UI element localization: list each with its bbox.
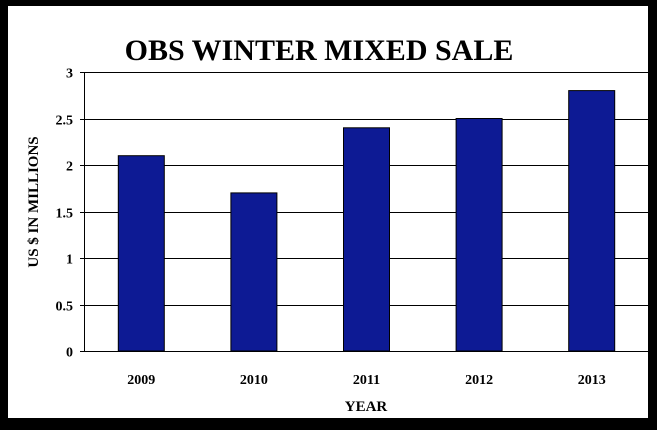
y-tick-label: 0 — [66, 346, 73, 361]
y-tick-label: 2.5 — [56, 114, 74, 129]
x-axis-title: YEAR — [345, 399, 388, 415]
x-tick-label: 2009 — [127, 373, 155, 388]
y-tick-labels: 0 0.5 1 1.5 2 2.5 3 — [56, 67, 85, 361]
x-tick-label: 2010 — [240, 373, 268, 388]
chart-frame: OBS WINTER MIXED SALE 0 0.5 1 1.5 2 2.5 3 2009… — [8, 6, 648, 418]
bar-2010 — [230, 192, 278, 352]
x-tick-label: 2011 — [353, 373, 380, 388]
bars — [117, 90, 616, 352]
chart-title: OBS WINTER MIXED SALE — [125, 34, 514, 67]
x-tick-label: 2013 — [578, 373, 606, 388]
y-tick-label: 1 — [66, 253, 73, 268]
bar-chart: OBS WINTER MIXED SALE 0 0.5 1 1.5 2 2.5 3 2009… — [26, 34, 648, 415]
bar-2009 — [117, 155, 165, 352]
y-tick-label: 2 — [66, 160, 73, 175]
x-tick-label: 2012 — [465, 373, 493, 388]
y-tick-label: 3 — [66, 67, 73, 82]
bar-2011 — [343, 127, 390, 352]
y-tick-label: 0.5 — [56, 300, 74, 315]
y-tick-label: 1.5 — [56, 207, 74, 222]
bar-2013 — [568, 90, 616, 352]
y-axis-title: US $ IN MILLIONS — [26, 136, 42, 267]
x-tick-labels: 2009 2010 2011 2012 2013 — [127, 373, 605, 388]
bar-2012 — [455, 118, 503, 352]
